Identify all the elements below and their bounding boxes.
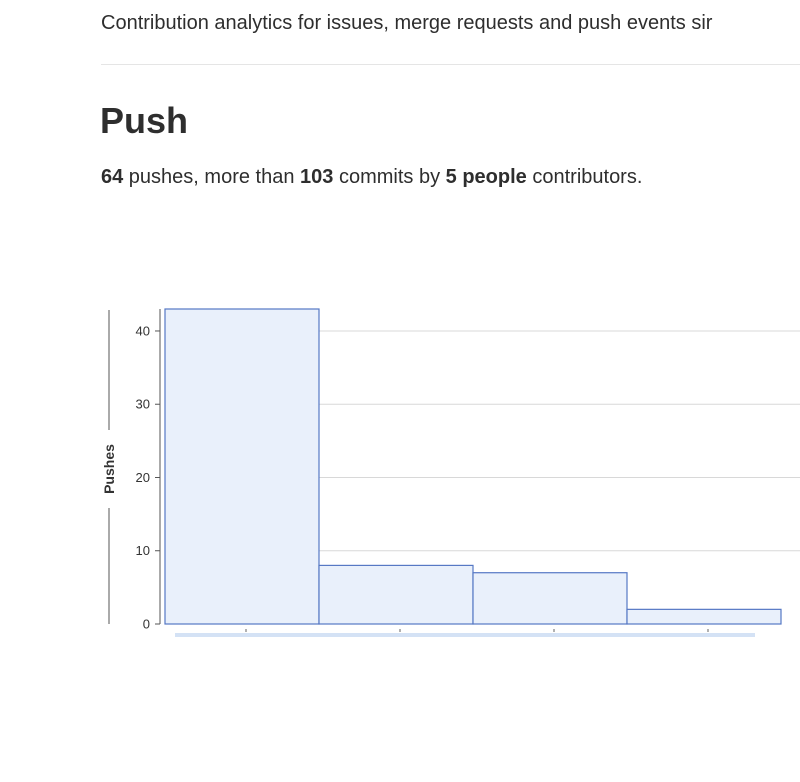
pushes-count: 64 <box>101 166 124 188</box>
y-tick-label: 30 <box>136 397 150 412</box>
push-bar-chart: 0 10 20 30 40 Pushes <box>101 308 800 637</box>
contributors-text: contributors. <box>526 166 643 188</box>
push-summary: 64 pushes, more than 103 commits by 5 pe… <box>101 162 642 192</box>
y-tick-label: 20 <box>136 470 150 485</box>
pushes-text: pushes, more than <box>123 166 301 188</box>
bar[interactable] <box>164 308 320 625</box>
people-count: 5 people <box>445 166 527 188</box>
section-divider <box>101 64 800 65</box>
bar[interactable] <box>318 564 474 625</box>
y-axis: 0 10 20 30 40 <box>136 309 161 632</box>
bar[interactable] <box>472 572 628 625</box>
commits-text: commits by <box>333 166 446 188</box>
y-tick-label: 10 <box>136 543 150 558</box>
y-tick-label: 40 <box>136 323 150 338</box>
chart-bars <box>164 308 782 625</box>
intro-text: Contribution analytics for issues, merge… <box>101 12 713 34</box>
section-title: Push <box>100 100 189 141</box>
y-axis-label-group: Pushes <box>101 310 117 624</box>
commits-count: 103 <box>300 166 334 188</box>
bar[interactable] <box>626 608 782 625</box>
x-axis <box>175 629 755 637</box>
y-axis-label: Pushes <box>101 444 117 494</box>
y-tick-label: 0 <box>143 617 150 632</box>
